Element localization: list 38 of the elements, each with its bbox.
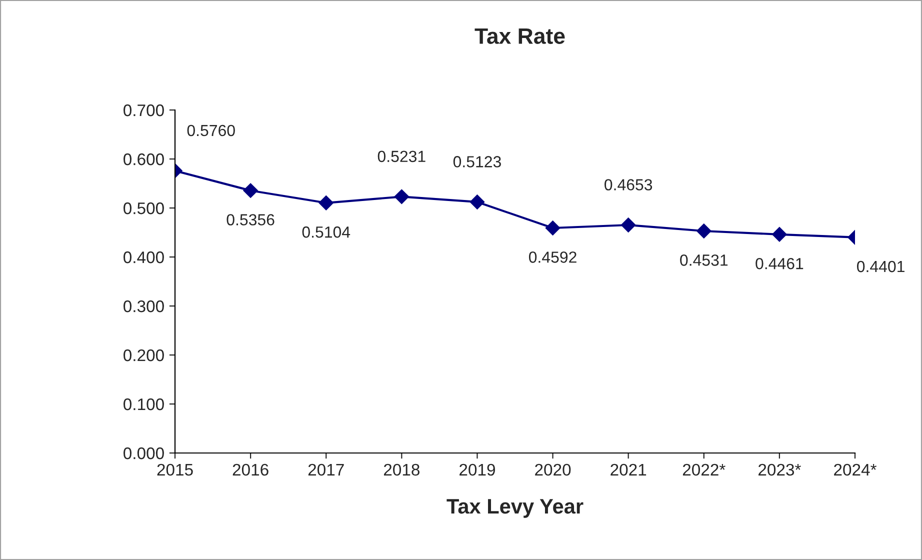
y-tick-label: 0.600 [124,153,164,166]
x-tick-label: 2016 [232,464,268,476]
point [545,220,560,236]
data-label: 0.4653 [604,179,652,190]
data-label: 0.4401 [857,260,904,272]
x-tick-label: 2021 [610,464,646,476]
y-tick-label: 0.000 [124,447,164,460]
y-tick-label: 0.700 [124,104,164,116]
x-tick-label: 2022* [682,464,726,476]
data-label: 0.5356 [226,214,274,226]
x-tick-label: 2015 [157,464,193,476]
data-label: 0.4592 [528,252,576,263]
x-tick-label: 2023* [758,464,801,476]
x-tick-label: 2017 [308,464,344,476]
x-tick-label: 2024* [834,464,877,476]
data-label: 0.4531 [680,254,728,266]
y-tick-label: 0.100 [124,398,164,410]
chart-title: Tax Rate [474,28,565,44]
point [394,189,410,204]
data-label: 0.4461 [756,258,804,270]
data-label: 0.5760 [187,124,235,136]
y-tick-label: 0.400 [124,251,164,264]
point [772,227,787,242]
data-label: 0.5104 [302,226,350,238]
y-tick-label: 0.200 [124,349,164,362]
y-tick-label: 0.500 [124,202,164,214]
point [318,196,334,210]
x-tick-label: 2019 [460,464,495,476]
point [696,224,712,238]
point [620,218,636,232]
data-label: 0.5231 [378,150,426,162]
x-tick-label: 2018 [384,464,420,476]
point [243,183,258,198]
y-tick-label: 0.300 [124,300,164,312]
x-axis-title: Tax Levy Year [446,499,584,518]
point [470,194,485,210]
x-tick-label: 2020 [535,464,571,476]
data-label: 0.5123 [453,156,501,168]
